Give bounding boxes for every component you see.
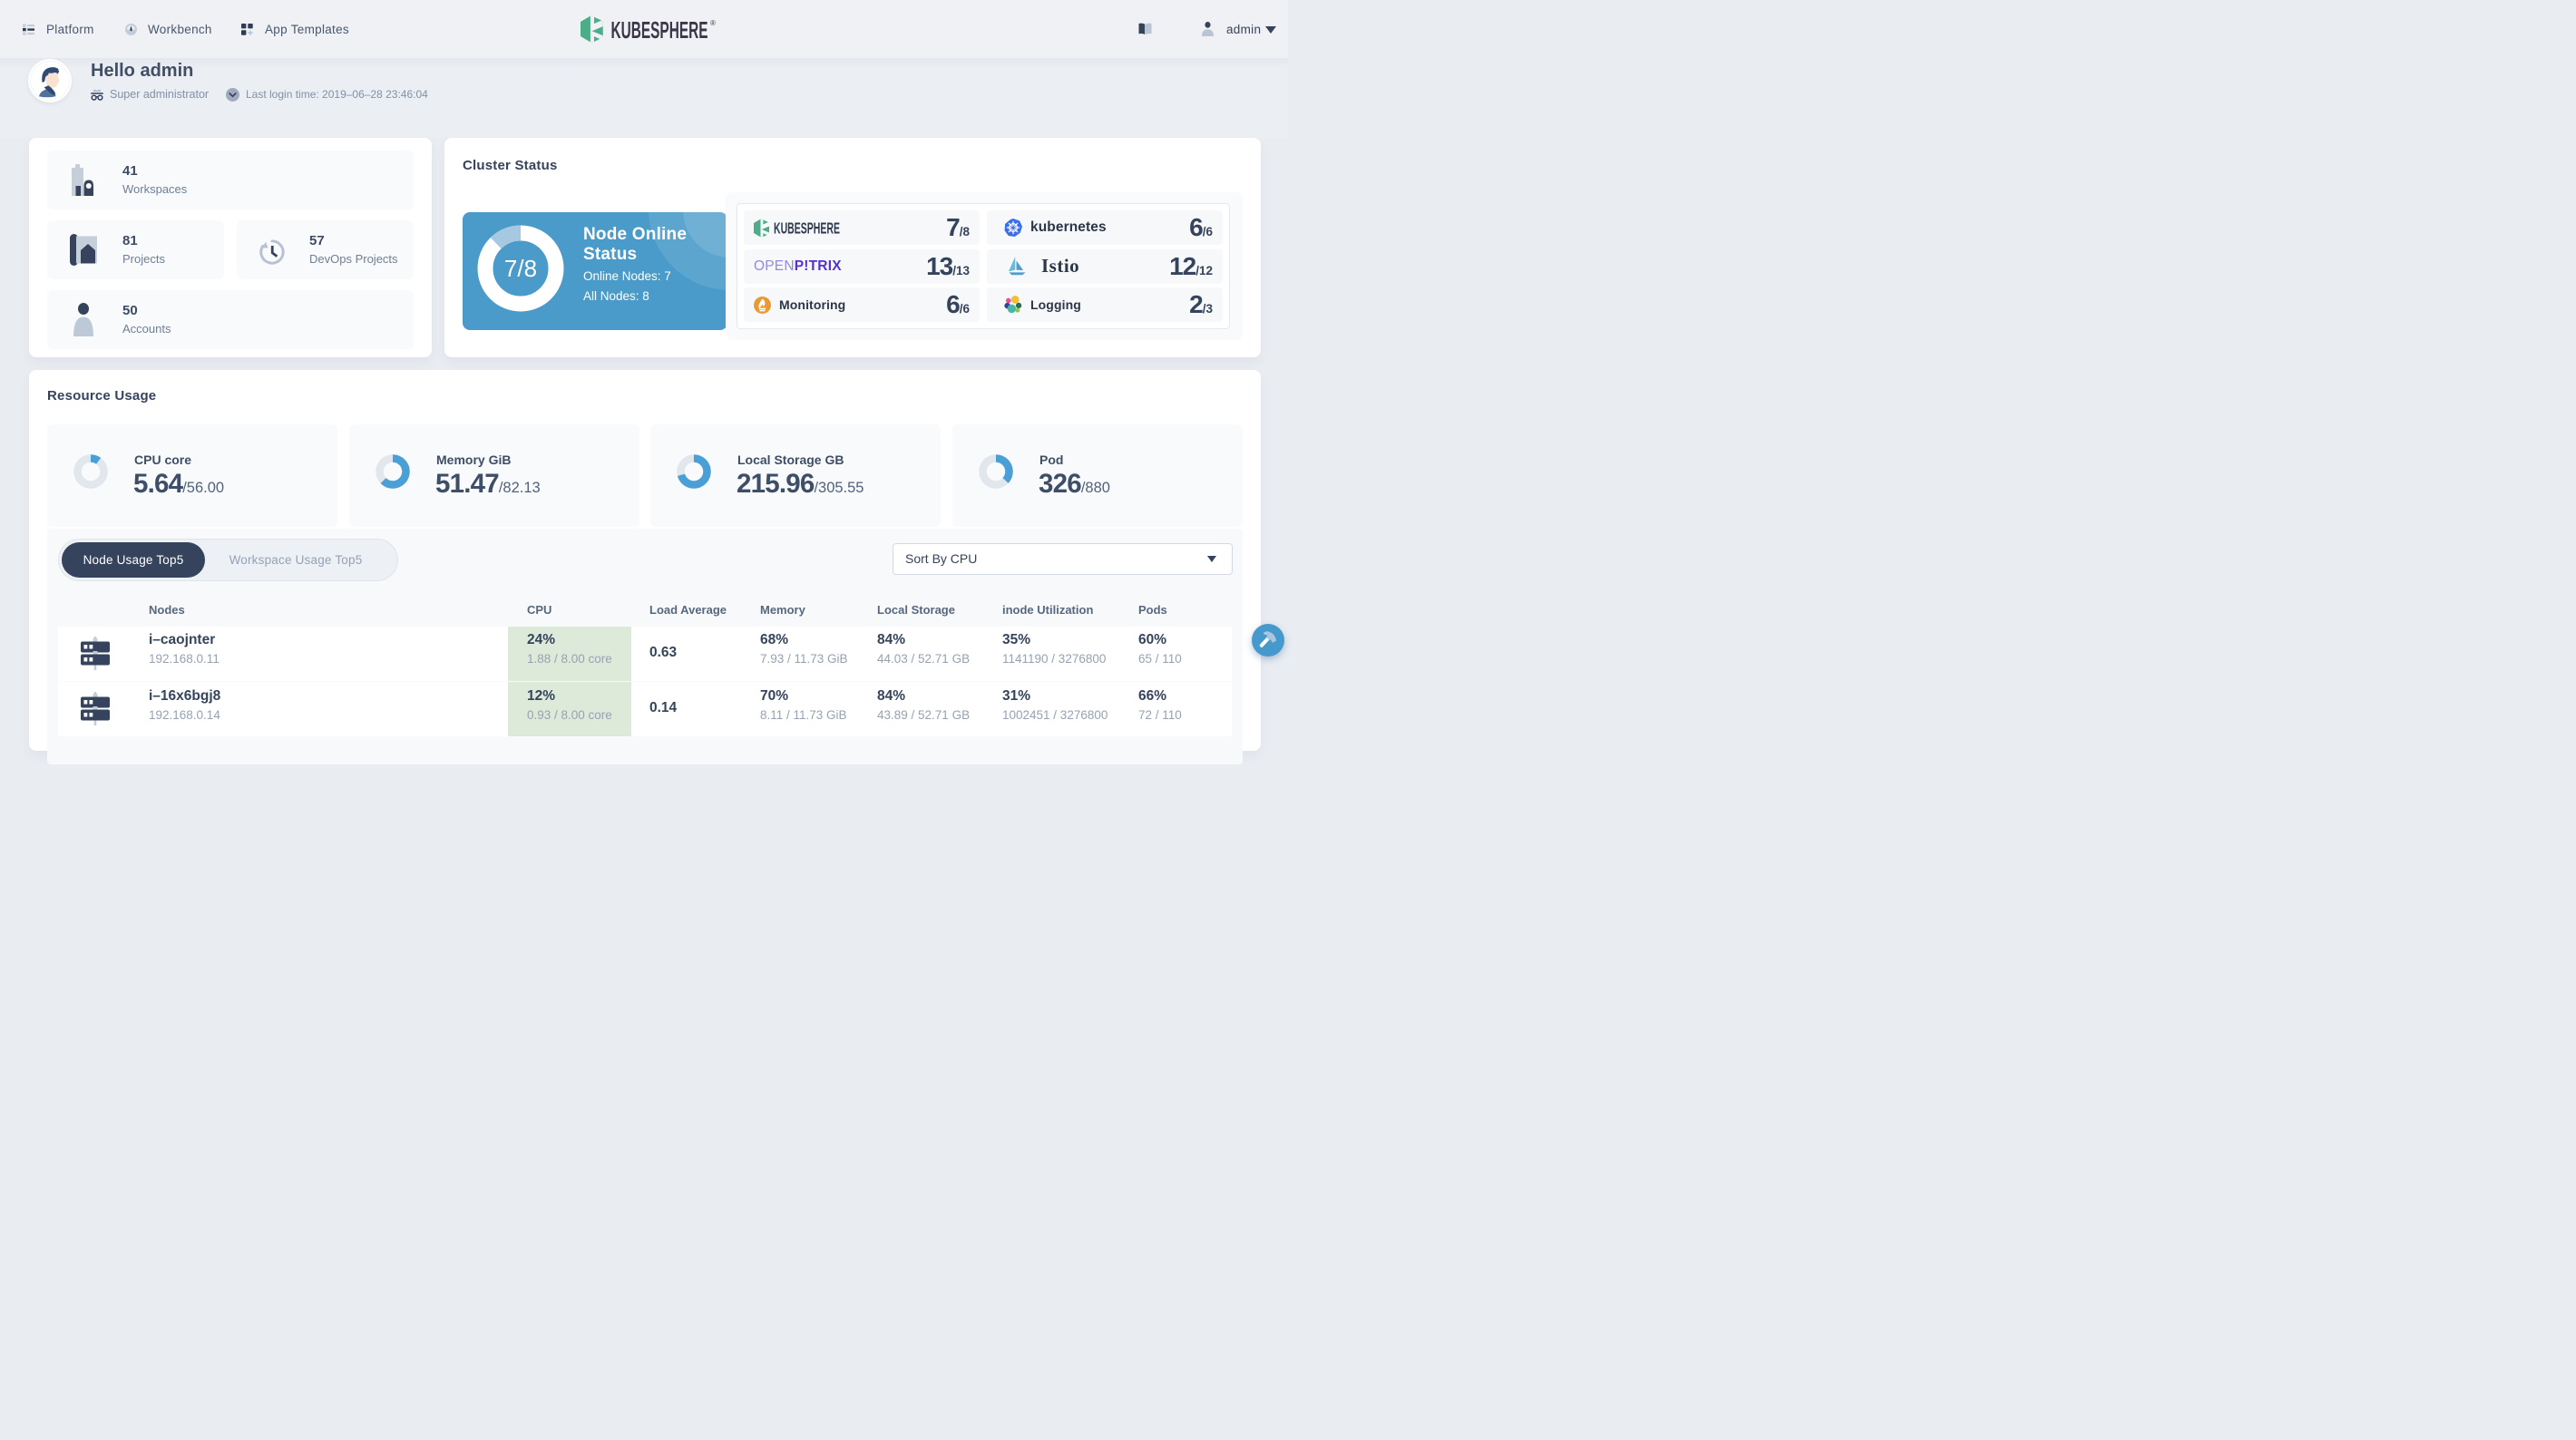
svg-text:KUBESPHERE: KUBESPHERE — [611, 18, 708, 44]
svg-text:®: ® — [710, 19, 716, 27]
svg-text:KUBESPHERE: KUBESPHERE — [774, 219, 840, 238]
svg-text:7/8: 7/8 — [504, 255, 537, 282]
